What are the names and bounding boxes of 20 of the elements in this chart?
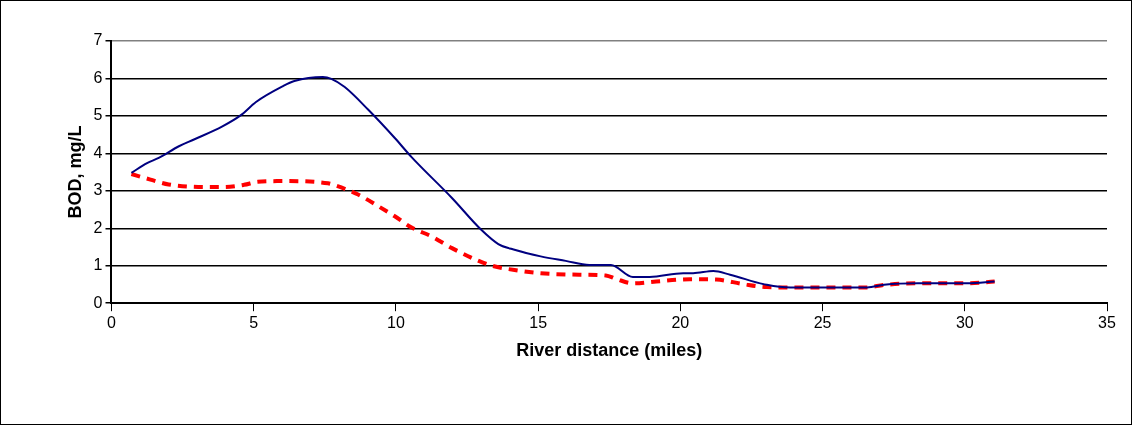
y-tick-label: 6: [93, 68, 103, 86]
x-tick-label: 5: [249, 314, 259, 332]
y-tick-label: 1: [93, 256, 103, 274]
x-tick-label: 30: [955, 314, 974, 332]
y-tick-label: 3: [93, 181, 103, 199]
y-tick-label: 4: [93, 143, 103, 161]
y-tick-label: 2: [93, 218, 103, 236]
x-tick-label: 10: [387, 314, 405, 332]
y-axis-title: BOD, mg/L: [64, 125, 85, 219]
x-tick-label: 25: [813, 314, 832, 332]
x-tick-label: 0: [107, 314, 117, 332]
x-axis-title: River distance (miles): [516, 340, 703, 361]
y-tick-label: 7: [93, 31, 103, 49]
x-tick-label: 15: [529, 314, 548, 332]
y-tick-label: 0: [93, 293, 103, 311]
line-series: [130, 75, 996, 289]
x-tick-label: 35: [1098, 314, 1116, 332]
line-series: [129, 171, 997, 290]
x-tick-label: 20: [671, 314, 690, 332]
y-tick-label: 5: [93, 106, 103, 124]
